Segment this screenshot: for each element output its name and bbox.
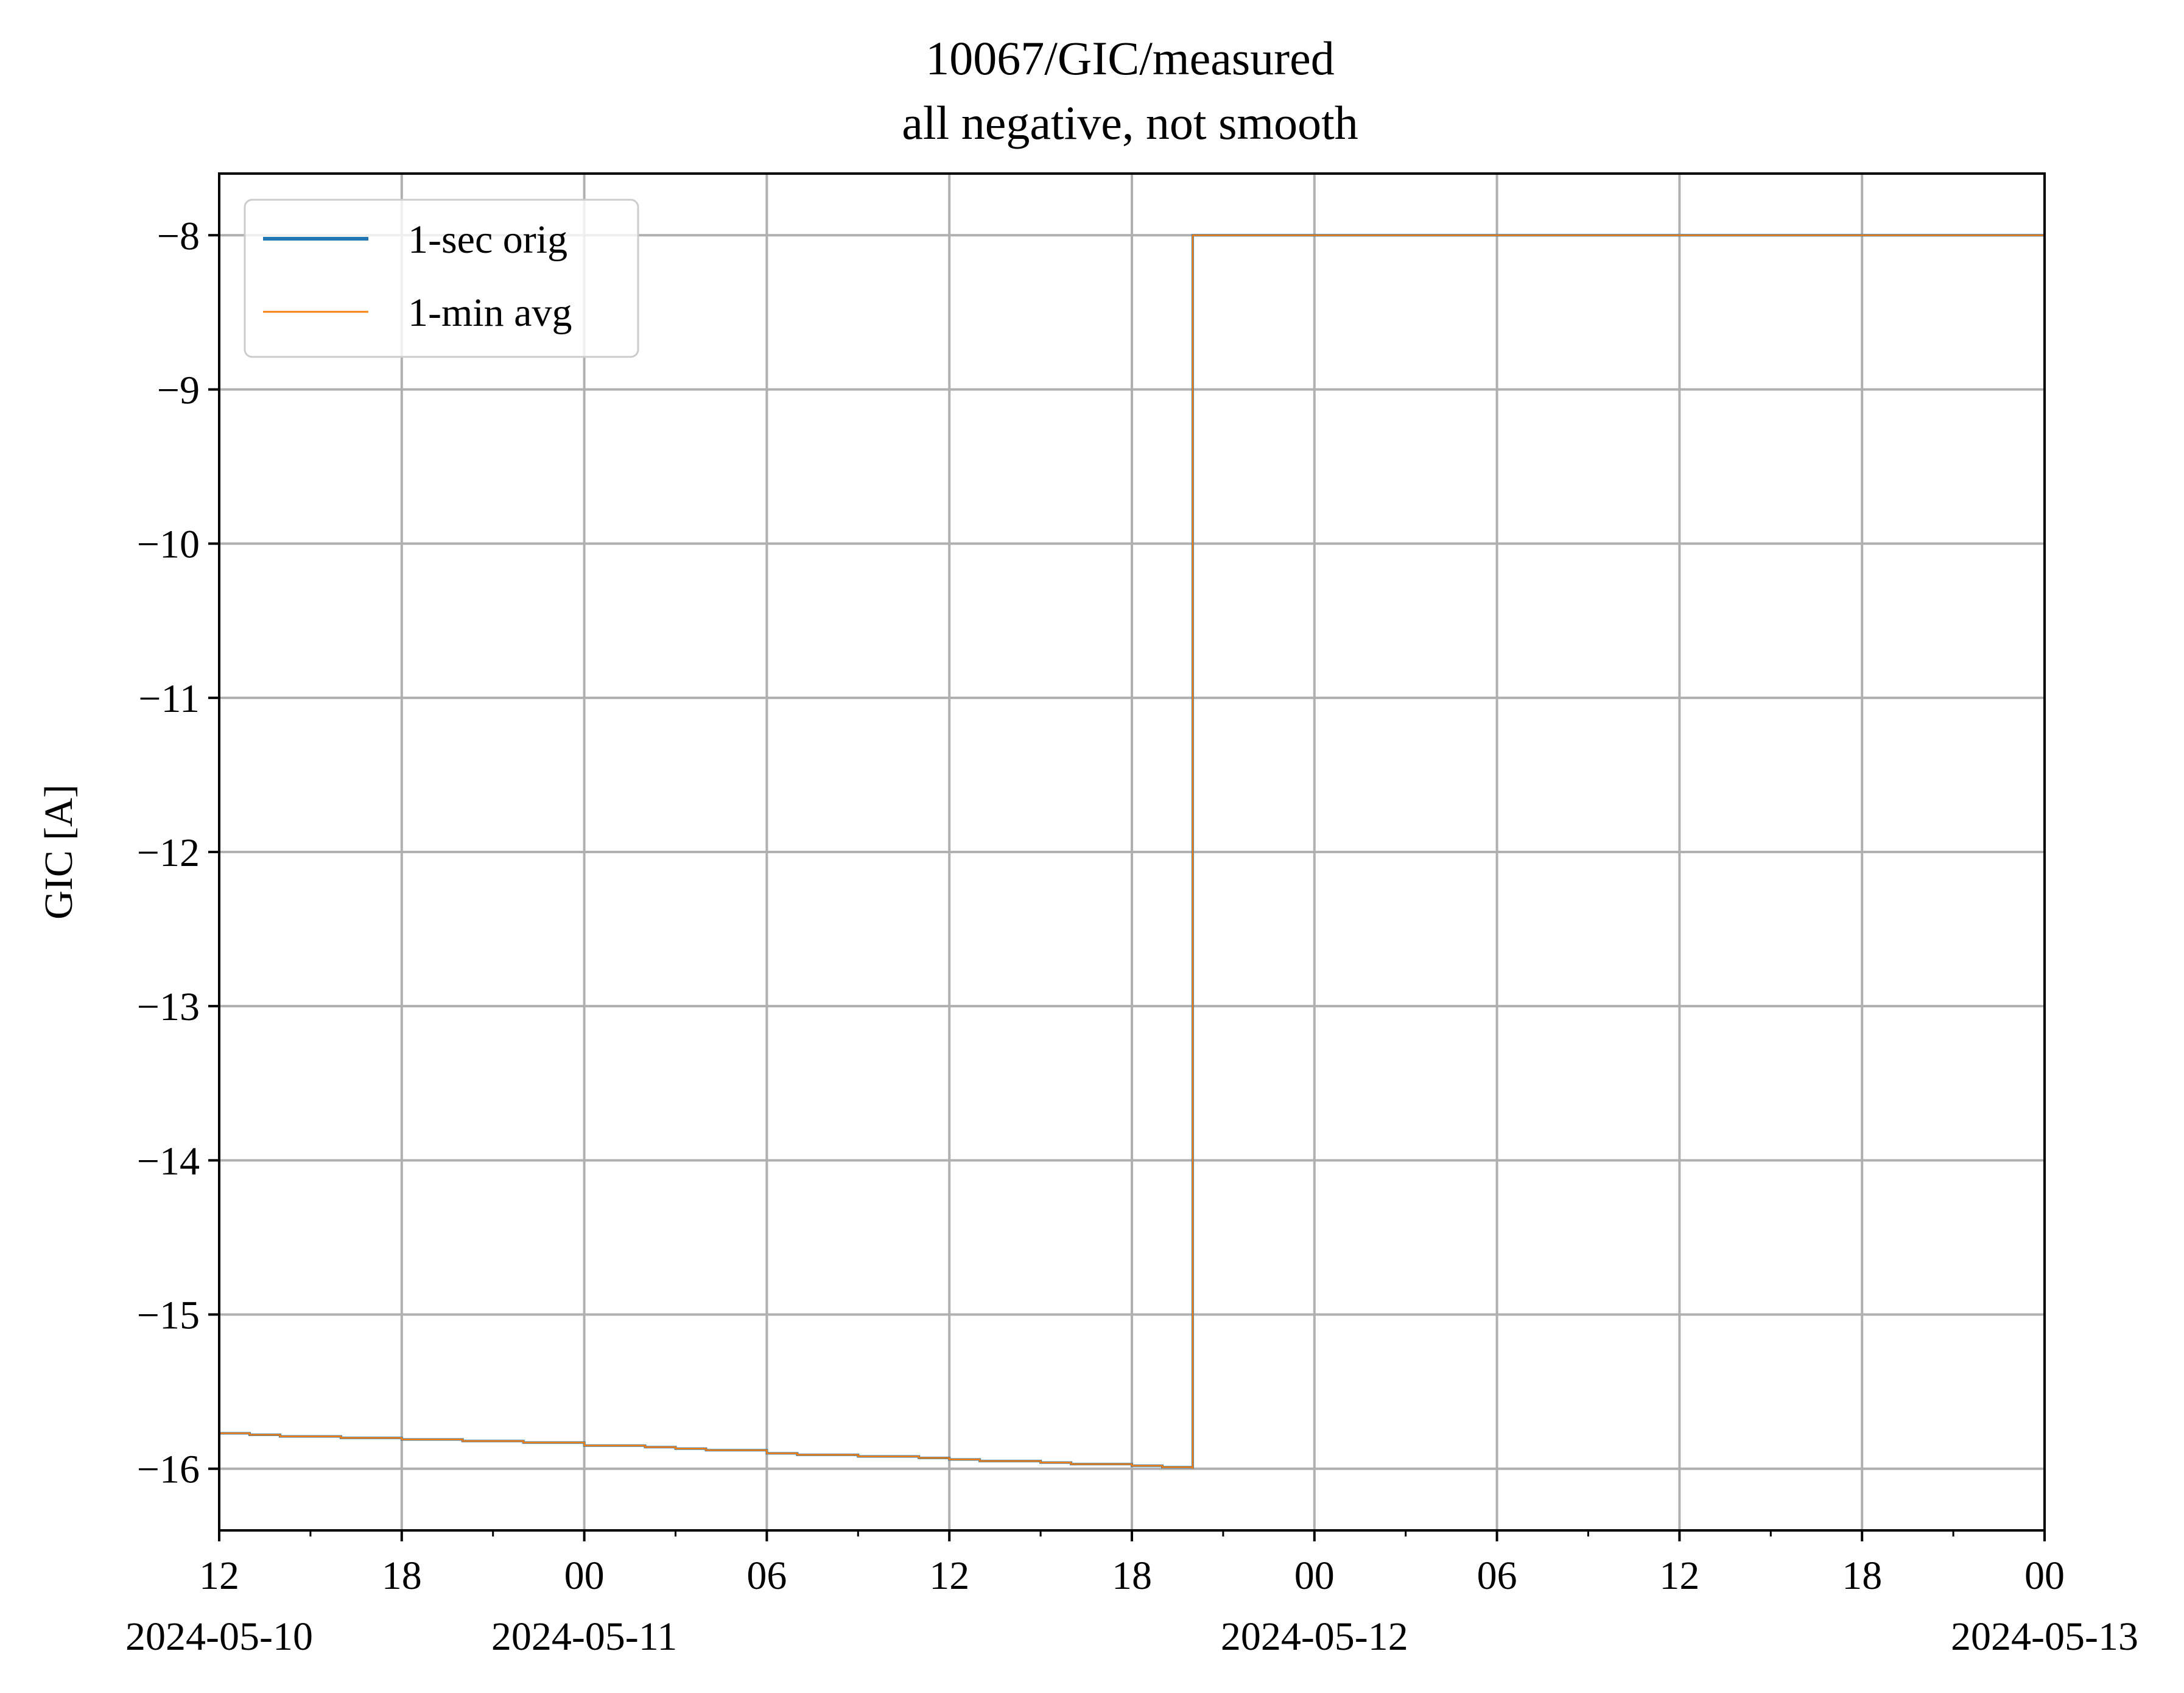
x-tick-label: 18: [382, 1554, 422, 1598]
y-tick-label: −14: [137, 1139, 200, 1183]
x-tick-date-label: 2024-05-10: [125, 1614, 313, 1659]
x-tick-date-label: 2024-05-12: [1221, 1614, 1408, 1659]
x-tick-label: 12: [929, 1554, 969, 1598]
x-tick-label: 12: [1659, 1554, 1699, 1598]
y-tick-label: −13: [137, 985, 200, 1029]
x-tick-label: 06: [746, 1554, 787, 1598]
chart-title: 10067/GIC/measured: [925, 32, 1335, 85]
x-tick-label: 18: [1842, 1554, 1882, 1598]
legend-label-1-sec-orig: 1-sec orig: [408, 217, 567, 262]
x-tick-label: 06: [1477, 1554, 1517, 1598]
x-tick-date-label: 2024-05-13: [1951, 1614, 2138, 1659]
x-tick-label: 00: [2024, 1554, 2065, 1598]
y-tick-label: −12: [137, 831, 200, 875]
y-tick-label: −15: [137, 1294, 200, 1338]
series-lines: [219, 234, 2045, 1469]
y-tick-label: −9: [157, 368, 200, 412]
legend-label-1-min-avg: 1-min avg: [408, 290, 572, 335]
x-tick-label: 00: [564, 1554, 605, 1598]
x-tick-date-label: 2024-05-11: [491, 1614, 678, 1659]
x-tick-label: 00: [1294, 1554, 1335, 1598]
y-tick-label: −11: [138, 677, 200, 721]
axis-ticks: −8 −9 −10 −11 −12 −13 −14 −15 −16 12 2024-05-10 18 0…: [125, 214, 2138, 1659]
x-tick-label: 12: [199, 1554, 239, 1598]
legend: 1-sec orig 1-min avg: [244, 199, 639, 358]
y-tick-label: −10: [137, 523, 200, 567]
y-tick-label: −8: [157, 214, 200, 258]
chart-subtitle: all negative, not smooth: [902, 96, 1358, 149]
y-axis-label: GIC [A]: [37, 784, 81, 920]
series-line-1-min-avg: [219, 234, 2045, 1469]
x-tick-label: 18: [1112, 1554, 1152, 1598]
y-tick-label: −16: [137, 1448, 200, 1492]
